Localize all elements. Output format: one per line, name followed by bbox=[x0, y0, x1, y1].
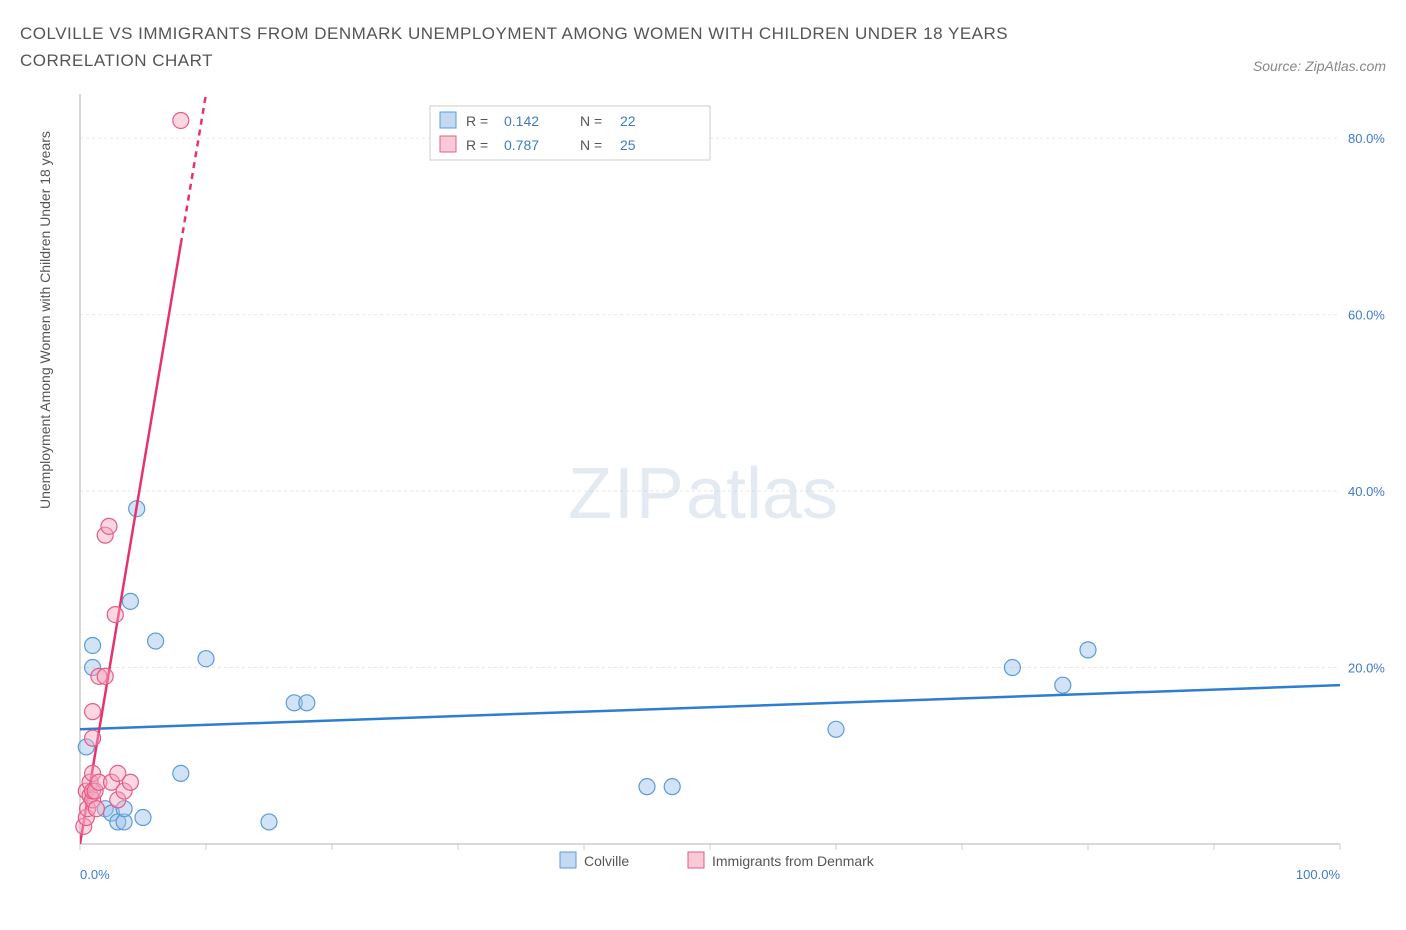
scatter-chart: 20.0% 40.0% 60.0% 80.0% 0.0% 100.0% Unemployme… bbox=[20, 84, 1386, 904]
legend-swatch bbox=[688, 852, 704, 868]
data-point bbox=[261, 814, 277, 830]
data-point bbox=[828, 722, 844, 738]
trend-line bbox=[80, 686, 1340, 730]
stats-r-label: R = bbox=[466, 137, 488, 153]
data-point bbox=[664, 779, 680, 795]
data-point bbox=[85, 704, 101, 720]
data-point bbox=[1055, 678, 1071, 694]
data-point bbox=[1080, 642, 1096, 658]
data-point bbox=[1004, 660, 1020, 676]
legend-label: Colville bbox=[584, 853, 629, 869]
stats-n-label: N = bbox=[580, 137, 602, 153]
stats-r-label: R = bbox=[466, 113, 488, 129]
data-point bbox=[85, 638, 101, 654]
data-point bbox=[97, 669, 113, 685]
y-tick-label: 60.0% bbox=[1348, 308, 1385, 323]
y-axis-label: Unemployment Among Women with Children U… bbox=[37, 131, 53, 509]
data-point bbox=[135, 810, 151, 826]
legend-swatch bbox=[440, 112, 456, 128]
legend-label: Immigrants from Denmark bbox=[712, 853, 875, 869]
stats-r-value: 0.142 bbox=[504, 113, 539, 129]
chart-container: 20.0% 40.0% 60.0% 80.0% 0.0% 100.0% Unemployme… bbox=[20, 84, 1386, 904]
stats-r-value: 0.787 bbox=[504, 137, 539, 153]
legend-swatch bbox=[560, 852, 576, 868]
data-point bbox=[122, 775, 138, 791]
y-tick-label: 80.0% bbox=[1348, 131, 1385, 146]
y-tick-label: 20.0% bbox=[1348, 661, 1385, 676]
data-point bbox=[101, 519, 117, 535]
chart-title: COLVILLE VS IMMIGRANTS FROM DENMARK UNEM… bbox=[20, 20, 1120, 74]
data-point bbox=[299, 695, 315, 711]
data-point bbox=[85, 730, 101, 746]
data-point bbox=[173, 113, 189, 129]
data-point bbox=[639, 779, 655, 795]
x-tick-label: 100.0% bbox=[1296, 867, 1341, 882]
y-tick-label: 40.0% bbox=[1348, 484, 1385, 499]
data-point bbox=[173, 766, 189, 782]
stats-n-value: 22 bbox=[620, 113, 636, 129]
data-point bbox=[88, 801, 104, 817]
data-point bbox=[122, 594, 138, 610]
stats-n-value: 25 bbox=[620, 137, 636, 153]
chart-source: Source: ZipAtlas.com bbox=[1253, 58, 1386, 74]
legend-swatch bbox=[440, 136, 456, 152]
data-point bbox=[107, 607, 123, 623]
data-point bbox=[198, 651, 214, 667]
data-point bbox=[148, 633, 164, 649]
x-tick-label: 0.0% bbox=[80, 867, 110, 882]
chart-header: COLVILLE VS IMMIGRANTS FROM DENMARK UNEM… bbox=[20, 20, 1386, 74]
stats-n-label: N = bbox=[580, 113, 602, 129]
trend-line bbox=[80, 244, 181, 844]
